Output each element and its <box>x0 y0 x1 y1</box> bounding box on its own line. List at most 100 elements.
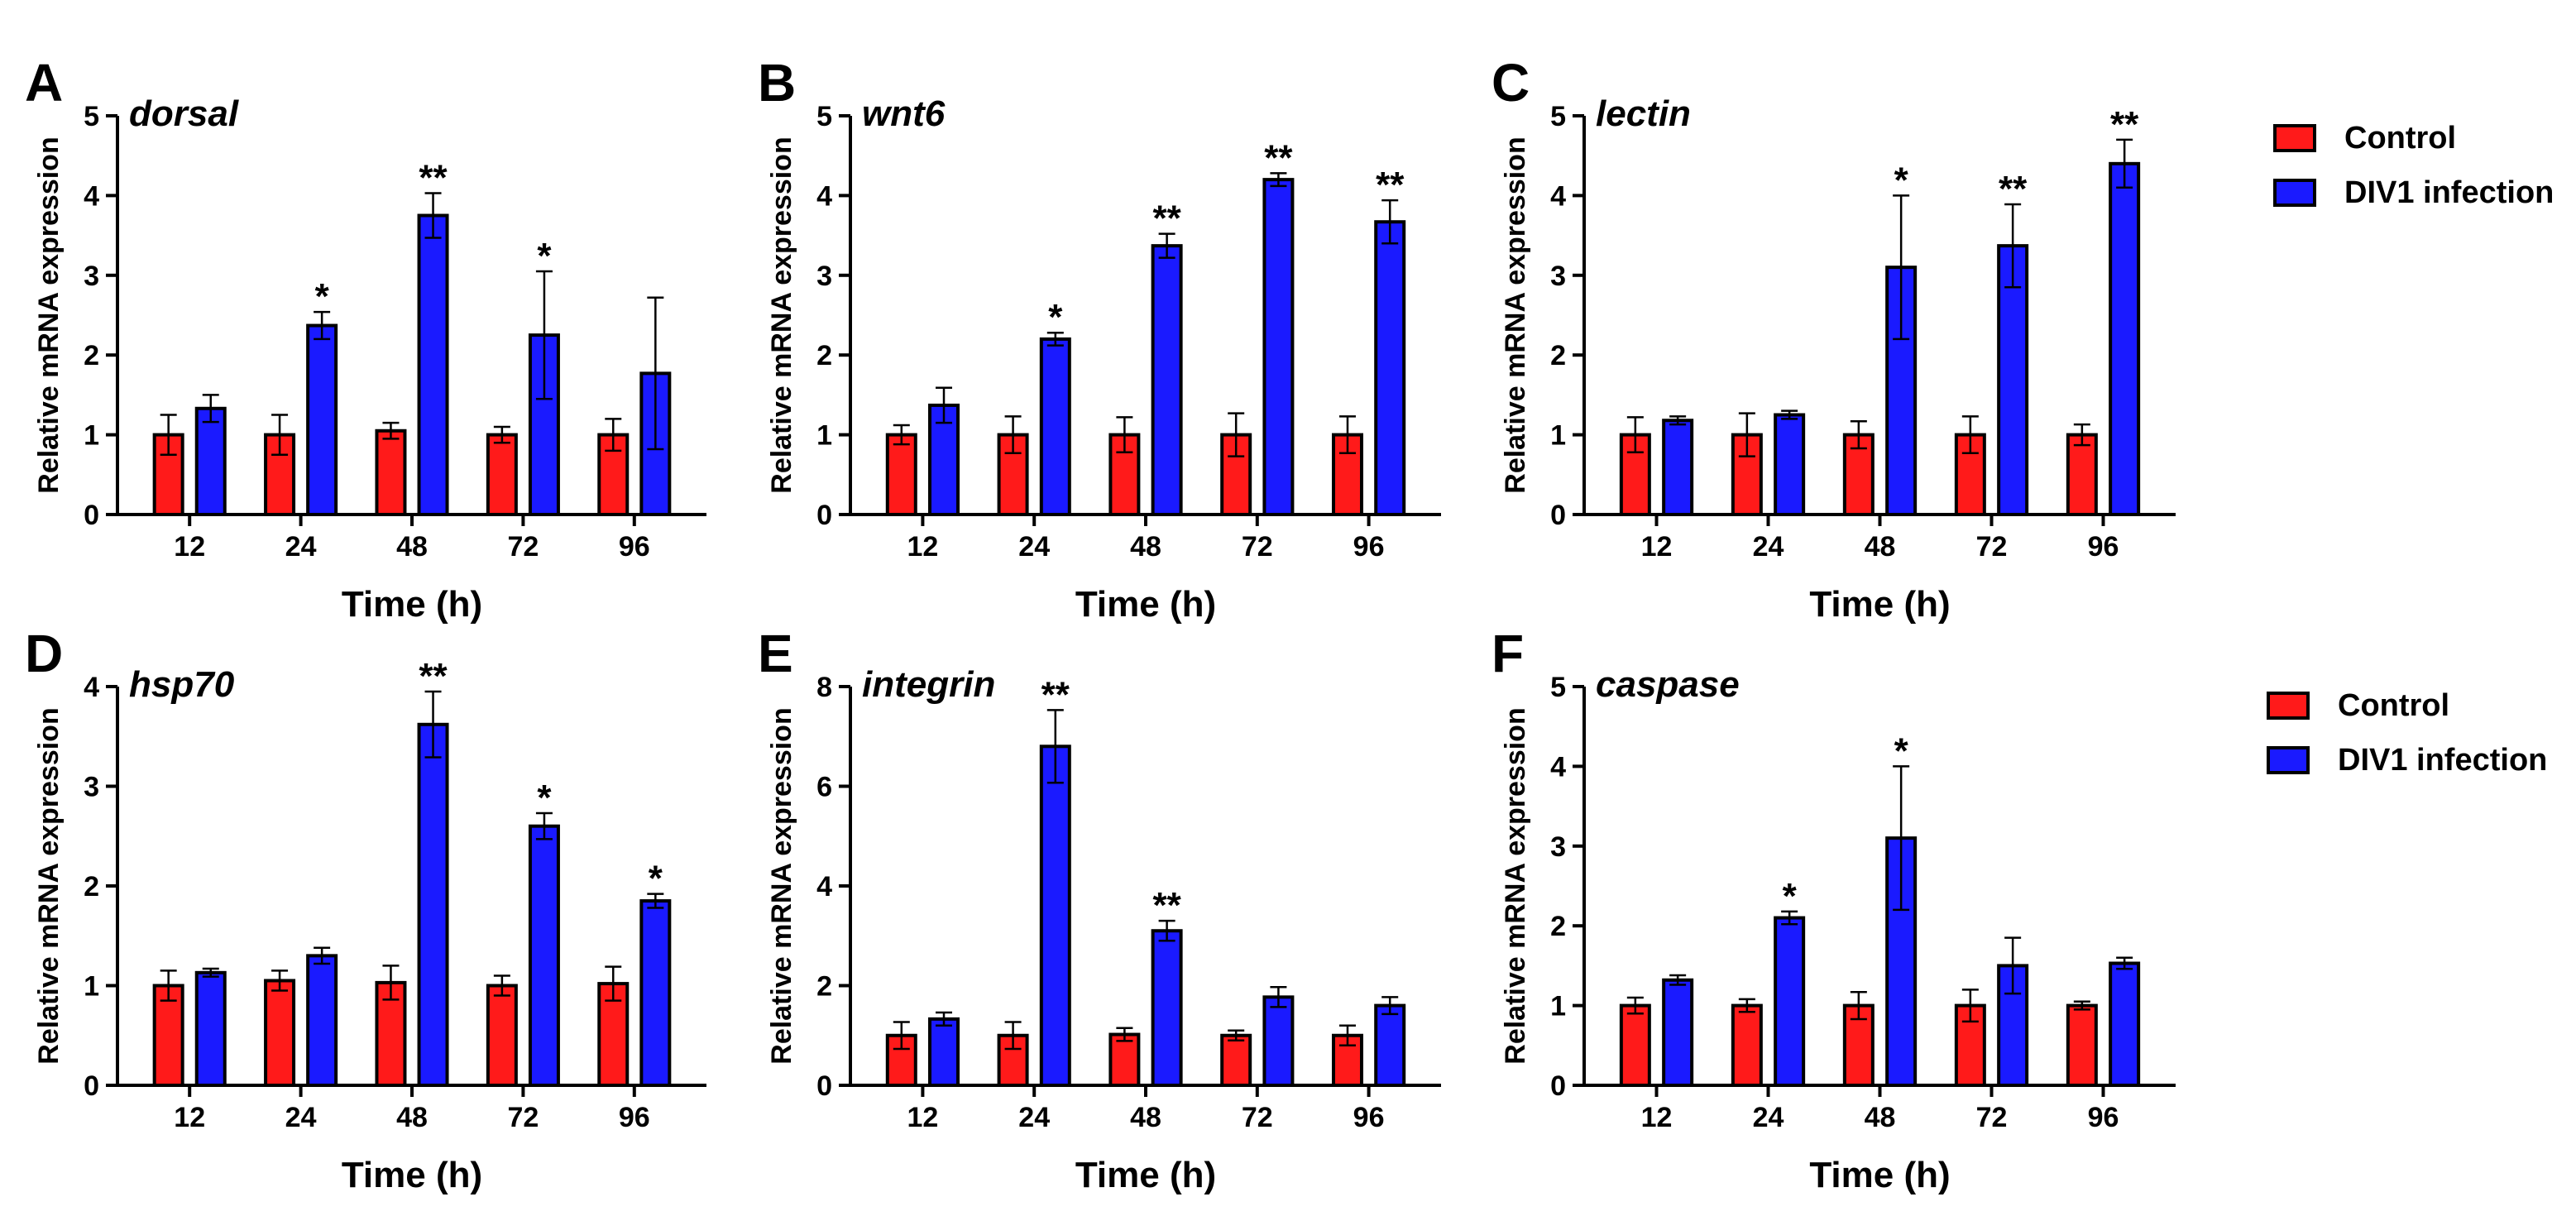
significance-marker: ** <box>1152 885 1181 926</box>
y-tick-label: 3 <box>1550 261 1566 292</box>
y-tick-label: 6 <box>816 772 832 803</box>
x-axis-title: Time (h) <box>342 584 482 625</box>
x-tick-label: 72 <box>1976 531 2008 563</box>
y-tick-label: 2 <box>1550 340 1566 371</box>
y-axis-title: Relative mRNA expression <box>1500 707 1531 1064</box>
x-tick-label: 96 <box>2088 531 2119 563</box>
bar-infection <box>528 824 560 1087</box>
bar-infection <box>928 1017 960 1088</box>
x-tick-label: 12 <box>174 531 205 563</box>
x-tick-label: 24 <box>1018 1102 1050 1133</box>
x-tick-label: 24 <box>1753 531 1784 563</box>
y-tick-label: 5 <box>816 101 832 132</box>
panel-letter: F <box>1491 624 1524 683</box>
significance-marker: ** <box>2110 104 2139 145</box>
bar-infection <box>1662 978 1694 1087</box>
legend-label: DIV1 infection <box>2338 743 2547 778</box>
x-tick-label: 72 <box>1242 531 1273 563</box>
bar-control <box>1731 1003 1763 1087</box>
y-tick-label: 2 <box>1550 911 1566 942</box>
legend-label: Control <box>2338 688 2449 723</box>
x-tick-label: 12 <box>907 531 938 563</box>
x-tick-label: 72 <box>1976 1102 2008 1133</box>
x-axis-title: Time (h) <box>1075 584 1216 625</box>
significance-marker: * <box>315 276 330 317</box>
y-tick-label: 1 <box>1550 991 1566 1022</box>
y-axis-title: Relative mRNA expression <box>766 707 797 1064</box>
significance-marker: ** <box>1376 165 1405 205</box>
y-tick-label: 4 <box>84 672 99 703</box>
x-tick-label: 12 <box>907 1102 938 1133</box>
bar-infection <box>194 970 227 1087</box>
panel-letter: A <box>25 53 63 113</box>
x-tick-label: 96 <box>1353 531 1385 563</box>
x-tick-label: 12 <box>1641 1102 1673 1133</box>
x-tick-label: 24 <box>1018 531 1050 563</box>
x-tick-label: 48 <box>1130 1102 1161 1133</box>
x-tick-label: 24 <box>285 531 317 563</box>
legend-swatch-infection <box>2273 179 2316 207</box>
x-tick-label: 24 <box>1753 1102 1784 1133</box>
significance-marker: * <box>1894 730 1909 771</box>
bar-control <box>486 433 518 516</box>
y-tick-label: 3 <box>816 261 832 292</box>
x-axis-title: Time (h) <box>342 1155 482 1195</box>
significance-marker: ** <box>1264 137 1293 178</box>
bar-control <box>264 979 296 1087</box>
bar-infection <box>1262 178 1295 516</box>
x-tick-label: 48 <box>1865 1102 1896 1133</box>
y-tick-label: 4 <box>1550 180 1566 212</box>
y-tick-label: 4 <box>816 871 832 902</box>
x-tick-label: 12 <box>1641 531 1673 563</box>
significance-marker: * <box>537 236 552 276</box>
legend-swatch-infection <box>2267 746 2310 774</box>
bar-infection <box>2109 961 2141 1088</box>
x-tick-label: 48 <box>396 1102 428 1133</box>
x-tick-label: 72 <box>507 1102 539 1133</box>
y-tick-label: 8 <box>816 672 832 703</box>
y-tick-label: 2 <box>816 971 832 1003</box>
y-tick-label: 5 <box>84 101 99 132</box>
legend-row-1: Control DIV1 infection <box>2273 121 2554 210</box>
x-axis-title: Time (h) <box>1809 584 1950 625</box>
bar-infection <box>306 954 338 1087</box>
bar-infection <box>306 323 338 517</box>
panel-letter: B <box>758 53 796 113</box>
significance-marker: ** <box>1041 674 1070 715</box>
legend-row-2: Control DIV1 infection <box>2267 688 2547 778</box>
x-tick-label: 96 <box>1353 1102 1385 1133</box>
panel-letter: D <box>25 624 63 683</box>
bar-infection <box>1374 220 1406 516</box>
x-tick-label: 96 <box>2088 1102 2119 1133</box>
bar-control <box>2066 433 2098 516</box>
x-tick-label: 72 <box>507 531 539 563</box>
legend-swatch-control <box>2273 124 2316 152</box>
y-tick-label: 0 <box>84 1070 99 1102</box>
y-tick-label: 0 <box>1550 1070 1566 1102</box>
bar-control <box>885 433 917 516</box>
bar-infection <box>417 722 449 1087</box>
legend-label: DIV1 infection <box>2344 175 2554 210</box>
y-tick-label: 3 <box>84 772 99 803</box>
x-tick-label: 96 <box>619 531 650 563</box>
x-tick-label: 72 <box>1242 1102 1273 1133</box>
y-tick-label: 1 <box>84 971 99 1003</box>
bar-infection <box>1662 419 1694 516</box>
significance-marker: * <box>1783 876 1798 917</box>
significance-marker: * <box>649 859 663 899</box>
bar-infection <box>1039 744 1071 1087</box>
legend-label: Control <box>2344 121 2456 156</box>
bar-infection <box>417 213 449 516</box>
bar-infection <box>639 899 672 1087</box>
y-tick-label: 2 <box>816 340 832 371</box>
x-tick-label: 48 <box>1130 531 1161 563</box>
bar-control <box>152 984 184 1087</box>
y-tick-label: 1 <box>84 420 99 452</box>
x-tick-label: 96 <box>619 1102 650 1133</box>
panel-letter: C <box>1491 53 1530 113</box>
x-tick-label: 12 <box>174 1102 205 1133</box>
